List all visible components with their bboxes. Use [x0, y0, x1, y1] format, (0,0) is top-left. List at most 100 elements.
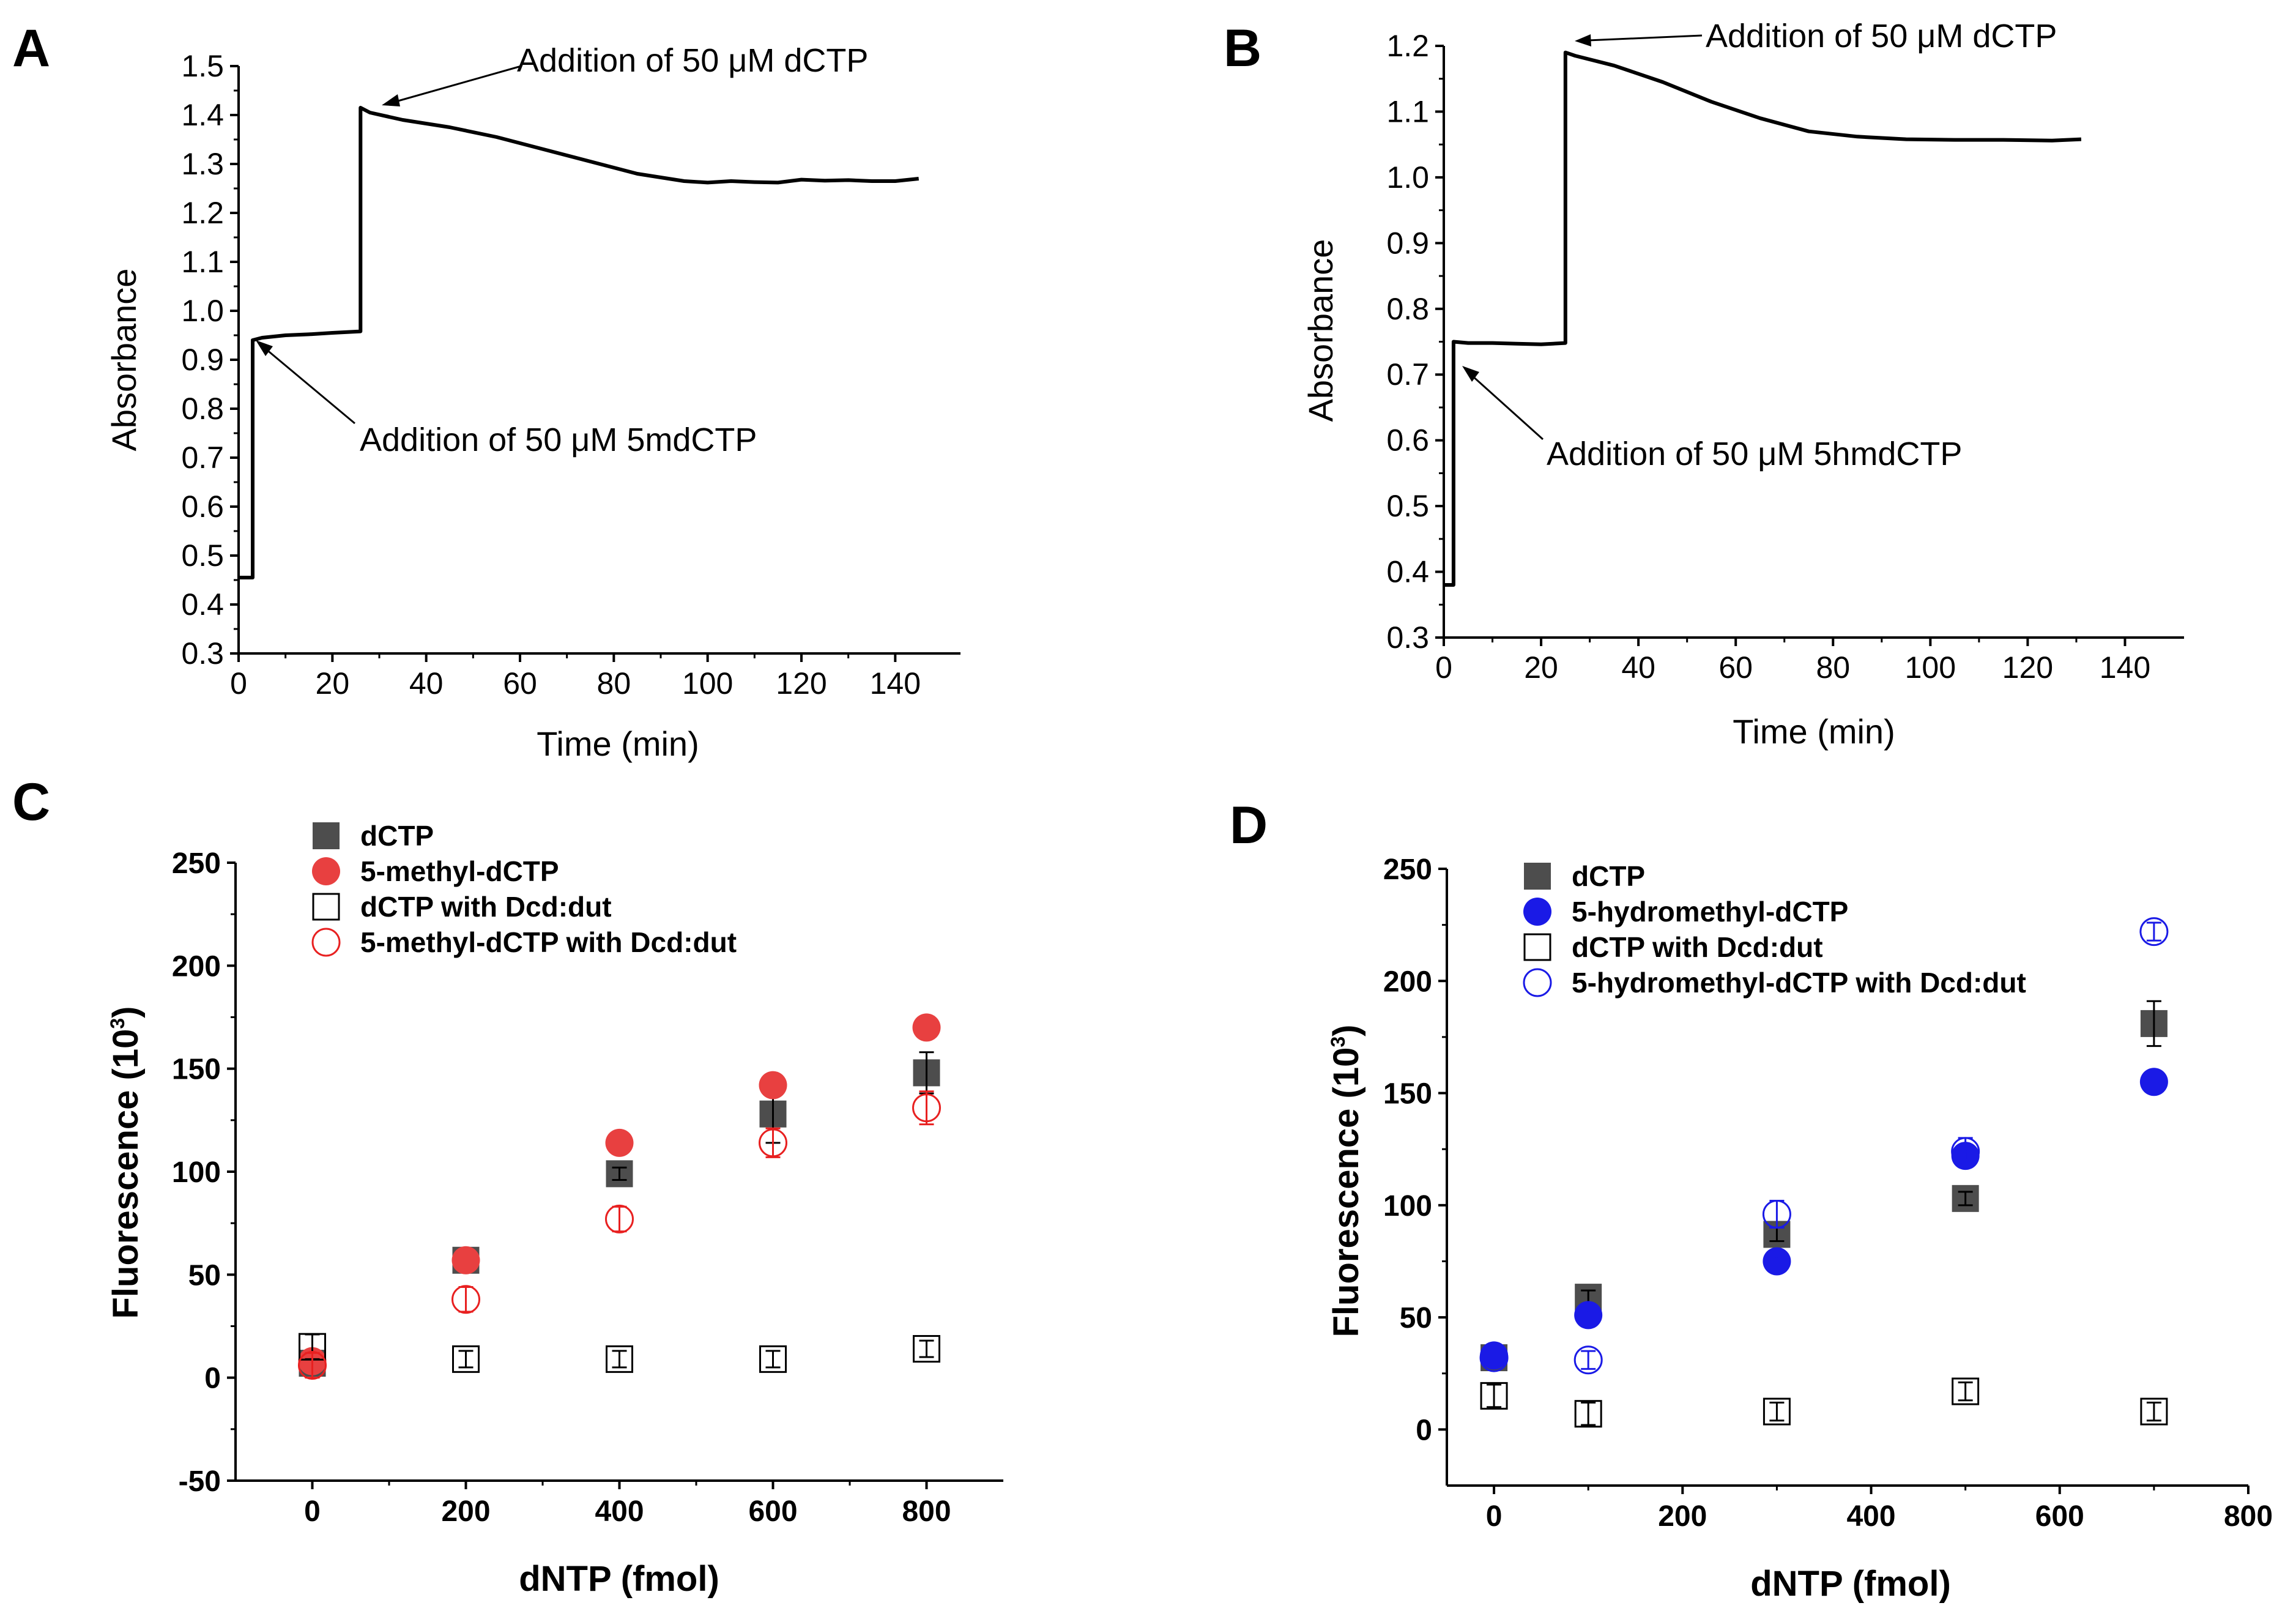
data-point-dctp-with-dcd-dut [606, 1345, 633, 1373]
data-point-5-methyl-dctp-with-dcd-dut [298, 1350, 327, 1380]
panel-c-y-label-sup: 3 [106, 1018, 128, 1029]
y-tick-label: 0.9 [1386, 226, 1429, 260]
x-tick-label: 0 [1486, 1500, 1503, 1533]
y-tick-label: 1.3 [181, 147, 224, 181]
panel-b-letter: B [1224, 19, 1261, 78]
y-tick-label: 0.3 [181, 636, 224, 671]
panel-c-y-ticks: -50 0 50 100 150 200 250 [172, 847, 236, 1498]
panel-a-absorbance-line [239, 106, 920, 579]
x-tick-label: 140 [870, 666, 921, 701]
x-tick-label: 80 [597, 666, 631, 701]
y-tick-label: 0.6 [181, 489, 224, 524]
data-point-dctp-with-dcd-dut [2140, 1397, 2168, 1426]
panel-c-x-ticks: 0 200 400 600 800 [304, 1481, 951, 1528]
y-tick-label: 0.5 [1386, 489, 1429, 523]
panel-a-y-label: Absorbance [105, 269, 143, 452]
panel-b-dctp-arrowhead [1575, 34, 1591, 47]
y-tick-label: 1.2 [1386, 29, 1429, 63]
y-tick-label: 0.6 [1386, 423, 1429, 458]
x-tick-label: 120 [776, 666, 827, 701]
legend-marker [311, 928, 341, 957]
data-point-dctp-with-dcd-dut [1763, 1397, 1791, 1426]
data-point-dctp-with-dcd-dut [1952, 1377, 1980, 1405]
panel-d-x-label: dNTP (fmol) [1750, 1564, 1951, 1604]
y-tick-label: 0 [204, 1363, 221, 1395]
panel-c-letter: C [12, 773, 50, 831]
y-tick-label: 50 [1400, 1302, 1432, 1334]
y-tick-label: 200 [172, 950, 221, 983]
y-tick-label: 1.4 [181, 98, 224, 132]
x-tick-label: 40 [1621, 650, 1655, 685]
x-tick-label: 60 [1718, 650, 1753, 685]
panel-c-data-points [298, 1013, 941, 1380]
panel-a-5mdctp-arrow [265, 348, 355, 425]
y-tick-label: 50 [188, 1259, 221, 1292]
y-tick-label: 0.5 [181, 538, 224, 573]
data-point-5-methyl-dctp-with-dcd-dut [451, 1285, 480, 1314]
panel-d-y-label-main: Fluorescence (10 [1326, 1047, 1366, 1337]
panel-d: D 0 50 100 150 200 250 0 200 400 600 800 dCTP 5-hy… [1230, 796, 2273, 1604]
legend-label: 5-methyl-dCTP with Dcd:dut [360, 926, 737, 958]
y-tick-label: 1.0 [181, 294, 224, 328]
legend-label: dCTP with Dcd:dut [1572, 931, 1823, 963]
y-tick-label: 0.8 [1386, 292, 1429, 326]
panel-b-x-label: Time (min) [1733, 712, 1895, 751]
panel-b-5hmdctp-arrowhead [1462, 366, 1479, 382]
panel-b: B 0.3 0.4 0.5 0.6 0.7 0.8 0.9 1.0 1.1 1.2 0 20 40 60… [1224, 18, 2184, 751]
x-tick-label: 20 [316, 666, 350, 701]
panel-d-y-ticks: 0 50 100 150 200 250 [1383, 854, 1447, 1446]
legend-marker [1523, 933, 1551, 961]
panel-c-y-label-close: ) [106, 1006, 146, 1017]
data-point-dctp-with-dcd-dut [1480, 1382, 1508, 1410]
legend-marker [1524, 863, 1551, 890]
panel-b-5hmdctp-arrow [1469, 373, 1544, 441]
panel-a-x-label: Time (min) [537, 724, 699, 763]
legend-marker [1523, 968, 1552, 997]
y-tick-label: 250 [172, 847, 221, 880]
panel-d-y-label-close: ) [1326, 1024, 1366, 1036]
y-tick-label: 0.4 [181, 587, 224, 622]
panel-c-y-label: Fluorescence (103) [106, 1006, 146, 1319]
panel-d-letter: D [1230, 796, 1268, 855]
panel-b-5hmdctp-annotation: Addition of 50 μM 5hmdCTP [1547, 436, 1962, 472]
y-tick-label: 200 [1383, 965, 1432, 998]
legend-label: 5-hydromethyl-dCTP with Dcd:dut [1572, 967, 2026, 999]
y-tick-label: 1.2 [181, 196, 224, 230]
x-tick-label: 40 [409, 666, 444, 701]
x-tick-label: 20 [1524, 650, 1558, 685]
legend-label: dCTP with Dcd:dut [360, 891, 612, 923]
panel-b-absorbance-line [1444, 50, 2082, 587]
data-point-5-hydromethyl-dctp-with-dcd-dut [2139, 917, 2169, 947]
x-tick-label: 600 [748, 1495, 797, 1528]
x-tick-label: 120 [2002, 650, 2053, 685]
data-point-dctp-with-dcd-dut [913, 1335, 940, 1363]
panel-b-dctp-arrow [1588, 34, 1703, 42]
panel-c-x-label: dNTP (fmol) [519, 1559, 719, 1599]
y-tick-label: 1.0 [1386, 160, 1429, 195]
panel-b-y-ticks: 0.3 0.4 0.5 0.6 0.7 0.8 0.9 1.0 1.1 1.2 [1386, 29, 1444, 655]
legend-label: 5-hydromethyl-dCTP [1572, 896, 1848, 928]
y-tick-label: 1.1 [181, 245, 224, 279]
y-tick-label: 250 [1383, 854, 1432, 886]
x-tick-label: 140 [2100, 650, 2150, 685]
x-tick-label: 0 [230, 666, 247, 701]
legend-marker [1523, 898, 1551, 926]
x-tick-label: 400 [595, 1495, 644, 1528]
panel-d-data-points [1479, 917, 2169, 1428]
panel-a-5mdctp-arrowhead [256, 340, 273, 356]
x-tick-label: 600 [2035, 1500, 2084, 1533]
x-tick-label: 100 [682, 666, 733, 701]
y-tick-label: 100 [172, 1156, 221, 1189]
x-tick-label: 0 [304, 1495, 321, 1528]
panel-a-5mdctp-annotation: Addition of 50 μM 5mdCTP [360, 422, 757, 458]
x-tick-label: 100 [1905, 650, 1956, 685]
y-tick-label: -50 [179, 1465, 221, 1498]
data-point-dctp-with-dcd-dut [1574, 1400, 1602, 1428]
y-tick-label: 150 [1383, 1078, 1432, 1110]
panel-c-y-label-main: Fluorescence (10 [106, 1029, 146, 1319]
legend-marker [312, 893, 340, 921]
